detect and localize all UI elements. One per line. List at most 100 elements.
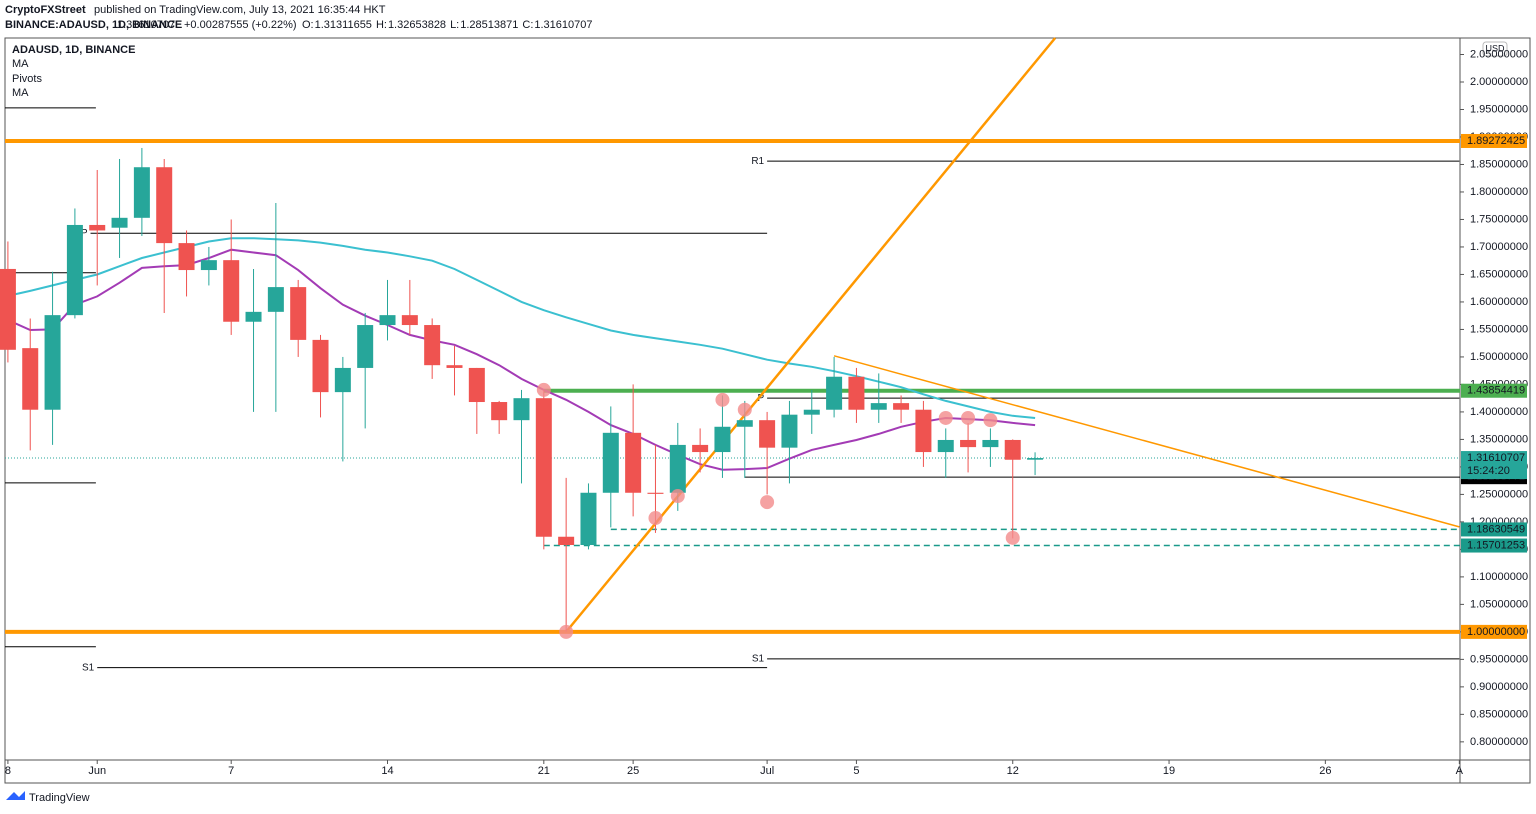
candle-body — [759, 420, 776, 448]
y-tick-label: 2.00000000 — [1470, 76, 1528, 88]
legend-item: MA — [12, 87, 29, 99]
candle-body — [133, 167, 150, 218]
candle-body — [848, 376, 865, 410]
candle-body — [312, 339, 329, 393]
ohlc-key: O: — [302, 19, 314, 31]
candle-body — [535, 398, 552, 537]
candle-body — [714, 426, 731, 453]
pivot-label: R1 — [751, 156, 764, 167]
marker — [648, 511, 663, 526]
marker — [760, 495, 775, 510]
y-tick-label: 1.60000000 — [1470, 296, 1528, 308]
candle-body — [736, 420, 753, 427]
y-tick-label: 1.40000000 — [1470, 406, 1528, 418]
x-tick-label: 12 — [1007, 765, 1019, 777]
level-tag — [1461, 624, 1527, 639]
candle-body — [200, 260, 217, 271]
ohlc-key: L: — [450, 19, 459, 31]
y-tick-label: 1.05000000 — [1470, 598, 1528, 610]
y-tick-label: 1.25000000 — [1470, 488, 1528, 500]
candle-body — [960, 439, 977, 448]
marker — [559, 624, 574, 639]
pivot-label: P — [757, 393, 764, 404]
candle-body — [692, 444, 709, 453]
pivot-label: P — [81, 228, 88, 239]
candle-body — [401, 315, 418, 326]
candle-body — [558, 536, 575, 545]
publisher: CryptoFXStreet — [5, 4, 86, 16]
ohlc-key: C: — [522, 19, 533, 31]
last-price-tag — [1461, 451, 1527, 480]
level-tag — [1461, 522, 1527, 537]
x-tick-label: Jul — [760, 765, 774, 777]
candle-body — [602, 432, 619, 493]
trendline — [565, 37, 1057, 633]
candle-body — [781, 414, 798, 448]
candle-body — [647, 492, 664, 494]
x-tick-label: 26 — [1319, 765, 1331, 777]
candle-body — [513, 398, 530, 421]
legend-item: MA — [12, 58, 29, 70]
candle-body — [491, 402, 508, 421]
ohlc-value: 1.28513871 — [460, 19, 518, 31]
level-tag — [1461, 383, 1527, 398]
candle-body — [870, 403, 887, 410]
currency-badge — [1482, 41, 1508, 57]
x-tick-label: 14 — [381, 765, 393, 777]
level-tag-label: 1.89272425 — [1467, 135, 1525, 147]
ohlc-value: 1.32653828 — [388, 19, 446, 31]
x-tick-label: 19 — [1163, 765, 1175, 777]
ohlc-key: H: — [376, 19, 387, 31]
candle-body — [0, 268, 16, 350]
y-tick-label: 0.90000000 — [1470, 681, 1528, 693]
plot: P S1 R1 P S1 — [0, 37, 1460, 673]
level-tag-label: 1.15701253 — [1467, 539, 1525, 551]
level-tag-label: 1.43854419 — [1467, 385, 1525, 397]
y-tick-label: 1.50000000 — [1470, 351, 1528, 363]
last-price-label: 1.31610707 — [1467, 452, 1525, 464]
candle-body — [178, 243, 195, 271]
candle-body — [66, 224, 83, 316]
marker — [670, 489, 685, 504]
marker — [983, 413, 998, 428]
currency: USD — [1485, 43, 1505, 53]
x-tick-label: A — [1456, 765, 1464, 777]
candle-body — [44, 315, 61, 410]
candle-body — [803, 409, 820, 415]
symbol: BINANCE:ADAUSD, 1D, BINANCE — [5, 19, 182, 31]
y-tick-label: 1.35000000 — [1470, 433, 1528, 445]
candle-body — [267, 287, 284, 312]
candle-body — [625, 432, 642, 493]
marker — [938, 410, 953, 425]
header-change: +0.00287555 (+0.22%) — [184, 19, 297, 31]
chart-frame — [4, 37, 1531, 784]
candle-body — [937, 439, 954, 453]
countdown: 15:24:20 — [1467, 465, 1510, 477]
y-tick-label: 1.55000000 — [1470, 323, 1528, 335]
candle-body — [89, 224, 106, 231]
candle-body — [446, 365, 463, 368]
candle-body — [223, 260, 240, 322]
y-tick-label: 2.05000000 — [1470, 48, 1528, 60]
candle-body — [111, 217, 128, 228]
candle-body — [156, 167, 173, 244]
x-tick-label: 7 — [228, 765, 234, 777]
candle-body — [22, 348, 39, 410]
x-tick-label: 8 — [5, 765, 11, 777]
candle-body — [424, 325, 441, 366]
y-tick-label: 1.85000000 — [1470, 158, 1528, 170]
candle-body — [334, 367, 351, 393]
header-last: 1.31610707 — [117, 19, 175, 31]
level-tag — [1461, 133, 1527, 148]
y-tick-label: 1.80000000 — [1470, 186, 1528, 198]
marker — [1005, 530, 1020, 545]
y-tick-label: 0.85000000 — [1470, 708, 1528, 720]
candle-body — [379, 315, 396, 326]
marker — [961, 410, 976, 425]
y-tick-label: 1.10000000 — [1470, 571, 1528, 583]
pivot-label: S1 — [82, 662, 95, 673]
y-tick-label: 1.70000000 — [1470, 241, 1528, 253]
published-info: published on TradingView.com, July 13, 2… — [94, 4, 386, 16]
marker — [737, 402, 752, 417]
